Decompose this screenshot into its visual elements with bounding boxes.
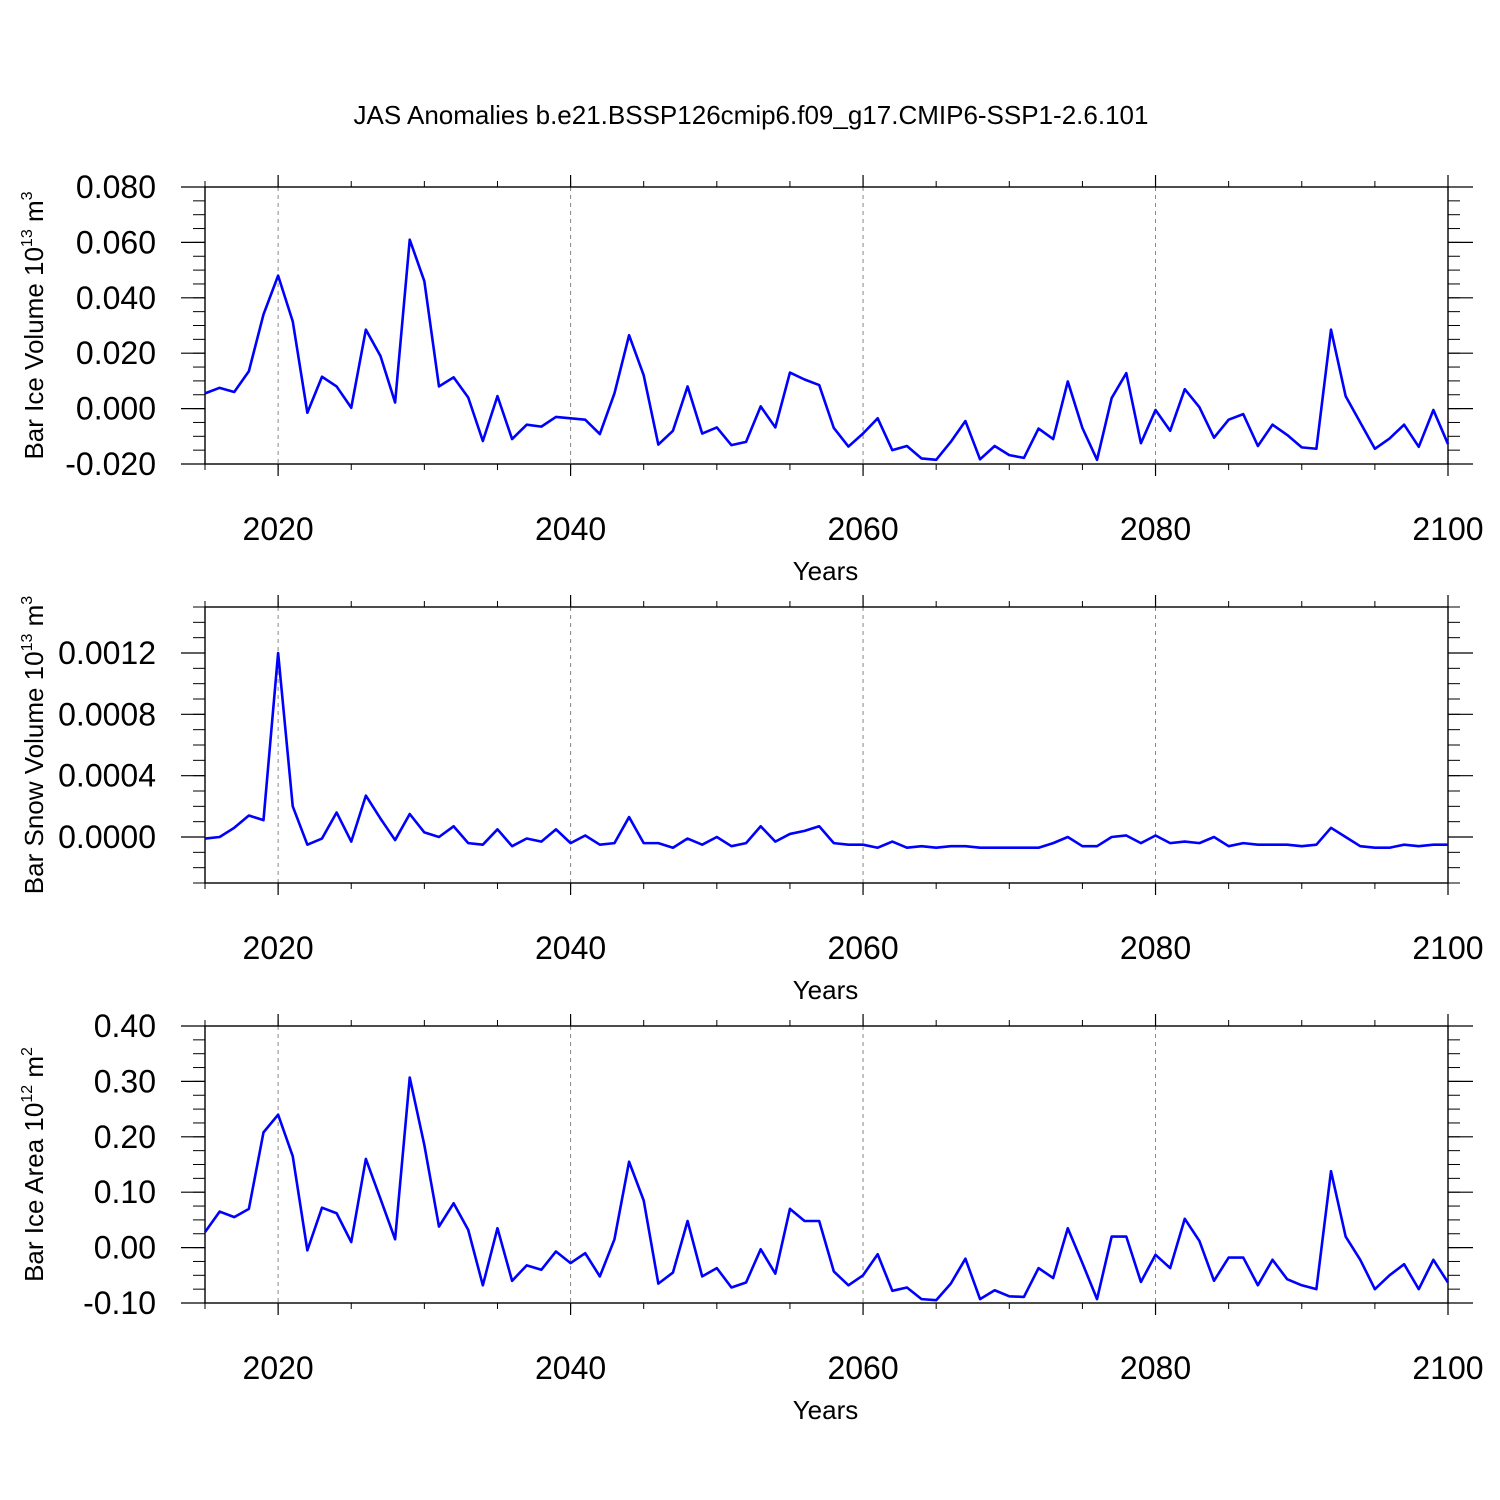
- series-line: [204, 238, 1450, 462]
- panel-2: 0.0000 0.0004 0.0008 0.0012 2020 2040 2060 2080…: [19, 595, 1484, 1005]
- plot-frame: [204, 1025, 1449, 1304]
- x-tick-label: 2100: [1412, 511, 1483, 547]
- y-tick-label: 0.0000: [58, 819, 156, 855]
- x-axis-title: Years: [793, 1395, 859, 1425]
- x-tick-label: 2060: [827, 1350, 898, 1386]
- y-tick-label: 0.00: [94, 1230, 156, 1266]
- x-tick-label: 2100: [1412, 1350, 1483, 1386]
- y-tick-label: 0.0012: [58, 635, 156, 671]
- y-tick-label: 0.10: [94, 1174, 156, 1210]
- x-axis-title: Years: [793, 975, 859, 1005]
- panel-3: -0.10 0.00 0.10 0.20 0.30 0.40 2020 2040 2060 208…: [19, 1008, 1484, 1425]
- chart-title: JAS Anomalies b.e21.BSSP126cmip6.f09_g17…: [354, 100, 1149, 130]
- y-tick-label: -0.020: [65, 446, 156, 482]
- x-axis-title: Years: [793, 556, 859, 586]
- x-tick-label: 2100: [1412, 930, 1483, 966]
- x-tick-label: 2040: [535, 930, 606, 966]
- panel-1: -0.020 0.000 0.020 0.040 0.060 0.080 2020 2040 2…: [19, 169, 1484, 586]
- series-line: [203, 1076, 1450, 1302]
- y-tick-label: 0.0004: [58, 758, 156, 794]
- x-tick-label: 2080: [1120, 1350, 1191, 1386]
- y-axis-title: Bar Ice Volume 1013 m3: [19, 191, 49, 459]
- plot-frame: [204, 186, 1449, 465]
- y-tick-label: 0.20: [94, 1119, 156, 1155]
- plot-frame: [204, 606, 1449, 884]
- y-tick-label: -0.10: [83, 1285, 156, 1321]
- y-tick-label: 0.060: [76, 224, 156, 260]
- y-axis-title: Bar Snow Volume 1013 m3: [19, 596, 49, 895]
- y-tick-label: 0.080: [76, 169, 156, 205]
- x-tick-label: 2080: [1120, 511, 1191, 547]
- y-tick-label: 0.0008: [58, 696, 156, 732]
- x-tick-label: 2020: [243, 1350, 314, 1386]
- x-tick-label: 2020: [243, 930, 314, 966]
- panels-group: -0.020 0.000 0.020 0.040 0.060 0.080 2020 2040 2…: [19, 169, 1484, 1425]
- y-tick-label: 0.020: [76, 335, 156, 371]
- x-tick-label: 2080: [1120, 930, 1191, 966]
- y-axis-title: Bar Ice Area 1012 m2: [19, 1047, 49, 1282]
- x-tick-label: 2060: [827, 930, 898, 966]
- y-tick-label: 0.040: [76, 280, 156, 316]
- y-tick-label: 0.30: [94, 1063, 156, 1099]
- x-tick-label: 2040: [535, 1350, 606, 1386]
- x-tick-label: 2040: [535, 511, 606, 547]
- x-tick-label: 2060: [827, 511, 898, 547]
- x-tick-label: 2020: [243, 511, 314, 547]
- y-tick-label: 0.40: [94, 1008, 156, 1044]
- series-line: [204, 651, 1448, 850]
- y-tick-label: 0.000: [76, 391, 156, 427]
